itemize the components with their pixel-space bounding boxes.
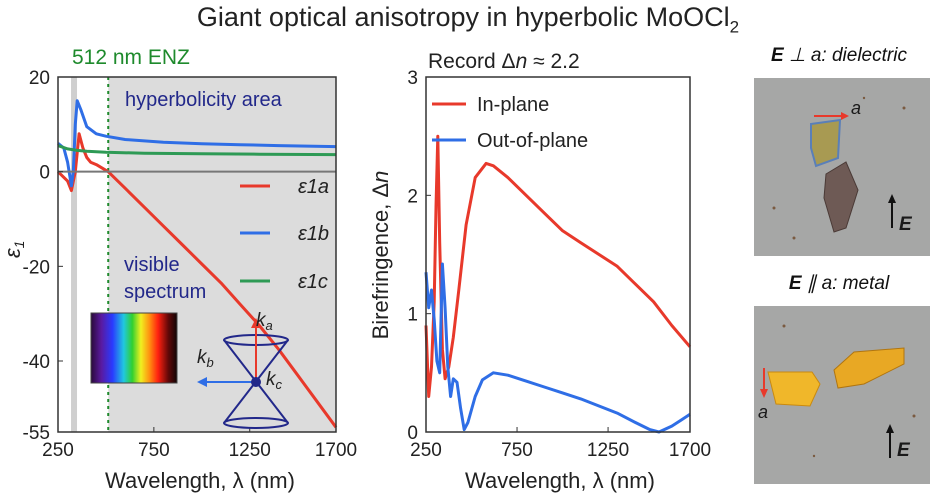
figure-title: Giant optical anisotropy in hyperbolic M… [196,2,740,37]
record-label: Record Δn ≈ 2.2 [428,50,580,73]
enz-label: 512 nm ENZ [72,46,190,69]
x-tick-label: 250 [410,440,442,461]
birefringence-chart: 250 750 1250 1700 0 1 2 3 Record Δn ≈ 2.2 In-pl… [368,50,711,493]
y-tick-label: -20 [23,257,50,278]
x-tick-label: 1250 [587,440,629,461]
plot-frame [57,76,337,433]
y-tick-label: 2 [407,186,418,207]
y-tick-label: 20 [29,68,50,89]
x-tick-label: 1700 [315,440,357,461]
legend-label-in-plane: In-plane [477,94,549,116]
y-tick-label: 0 [39,163,50,184]
left-xlabel: Wavelength, λ (nm) [105,468,295,493]
visible-label-line1: visible [124,254,180,276]
legend-label-out-of-plane: Out-of-plane [477,130,588,152]
y-tick-label: 1 [407,305,418,326]
legend-label-e1a: ε1a [298,176,329,198]
photo-dielectric: a E [754,78,930,256]
photo-metal-art [760,324,916,458]
x-tick-label: 1250 [229,440,271,461]
series-line-1 [424,262,691,434]
right-ylabel: Birefringence, Δn [368,171,393,340]
photo-dielectric-art [772,96,906,240]
series-line-0 [424,134,692,398]
right-xlabel: Wavelength, λ (nm) [465,468,655,493]
series-line-0 [56,132,338,429]
visible-band-marker [71,77,78,432]
left-ylabel: ε1 [0,241,27,258]
legend-left: ε1a ε1b ε1c [240,176,329,293]
y-tick-label: 0 [407,423,418,444]
x-tick-label: 750 [138,440,170,461]
legend-label-e1b: ε1b [298,223,329,245]
x-tick-label: 1700 [669,440,711,461]
photo-par-title: E ∥ a: metal [788,273,890,294]
visible-spectrum-bar [90,312,178,384]
permittivity-chart: 250 750 1250 1700 20 0 -20 -40 -55 512 nm ENZ hy… [0,46,357,493]
photo-metal-a-label: a [758,402,769,422]
visible-label-line2: spectrum [124,281,206,303]
hyperbolicity-label: hyperbolicity area [125,89,283,111]
hyperbolic-cone-icon [197,318,289,429]
x-tick-label: 250 [42,440,74,461]
y-tick-label: -40 [23,352,50,373]
legend-right: In-plane Out-of-plane [432,94,588,152]
y-tick-label: 3 [407,68,418,89]
x-tick-label: 750 [501,440,533,461]
plot-frame [425,76,691,433]
photo-dielectric-a-label: a [851,98,862,118]
photo-metal: a E [754,306,930,484]
series-line-1 [57,99,337,188]
photo-dielectric-e-label: E [899,214,912,235]
photo-perp-title: E ⊥ a: dielectric [771,45,907,66]
photo-metal-e-label: E [897,440,910,461]
series-line-2 [57,144,337,157]
legend-label-e1c: ε1c [298,271,328,293]
y-tick-label: -55 [23,423,50,444]
